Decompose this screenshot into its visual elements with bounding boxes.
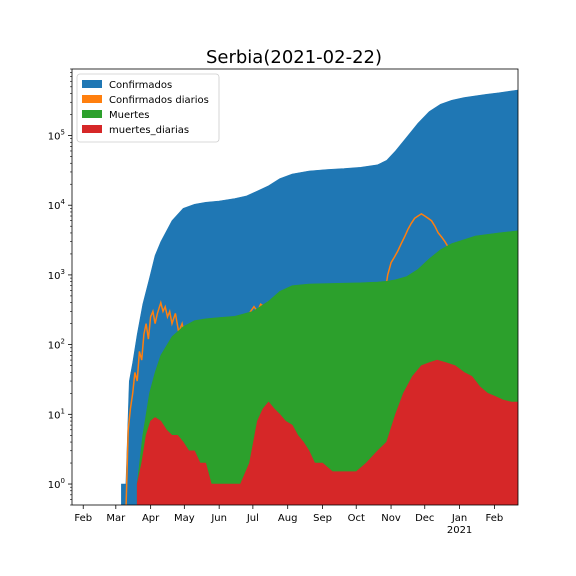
legend-label-muertes: Muertes: [109, 110, 150, 121]
legend: Confirmados Confirmados diarios Muertes mue…: [76, 73, 220, 143]
x-axis: Feb Mar Apr May Jun Jul Aug Sep Oct Nov Dec Jan2021…: [74, 505, 503, 536]
legend-swatch-confirmados: [82, 80, 102, 88]
x-tick-label: Feb: [486, 513, 504, 524]
x-tick-label: Jun: [210, 513, 227, 524]
legend-label-muertes-diarias: muertes_diarias: [109, 125, 189, 136]
x-tick-label: Jan: [451, 513, 467, 524]
x-tick-label: Nov: [381, 513, 401, 524]
legend-label-confirmados: Confirmados: [109, 80, 172, 91]
legend-box: [76, 73, 220, 143]
legend-swatch-muertes: [82, 110, 102, 118]
series-layer: [121, 89, 518, 505]
y-tick-label: 102: [48, 338, 65, 352]
x-tick-label: Apr: [142, 513, 160, 524]
plot-frame: [71, 68, 519, 506]
legend-label-confirmados-diarios: Confirmados diarios: [109, 95, 209, 106]
x-tick-label: Sep: [313, 513, 332, 524]
x-tick-label: May: [174, 513, 195, 524]
x-tick-label: Jul: [246, 513, 259, 524]
legend-swatch-muertes-diarias: [82, 125, 102, 133]
x-tick-year: 2021: [447, 525, 472, 536]
y-tick-label: 104: [48, 198, 66, 212]
x-tick-label: Dec: [415, 513, 434, 524]
y-tick-label: 105: [48, 129, 65, 143]
y-tick-label: 100: [48, 477, 65, 491]
legend-swatch-confirmados-diarios: [82, 95, 102, 103]
x-tick-label: Aug: [278, 513, 298, 524]
x-tick-label: Feb: [74, 513, 92, 524]
y-axis: 100 101 102 103 104 105: [48, 68, 72, 506]
x-tick-label: Oct: [348, 513, 365, 524]
series-muertes-diarias: [136, 359, 518, 505]
chart-title: Serbia(2021-02-22): [206, 47, 382, 68]
x-tick-label: Mar: [106, 513, 126, 524]
y-tick-label: 103: [48, 268, 65, 282]
y-tick-label: 101: [48, 407, 65, 421]
